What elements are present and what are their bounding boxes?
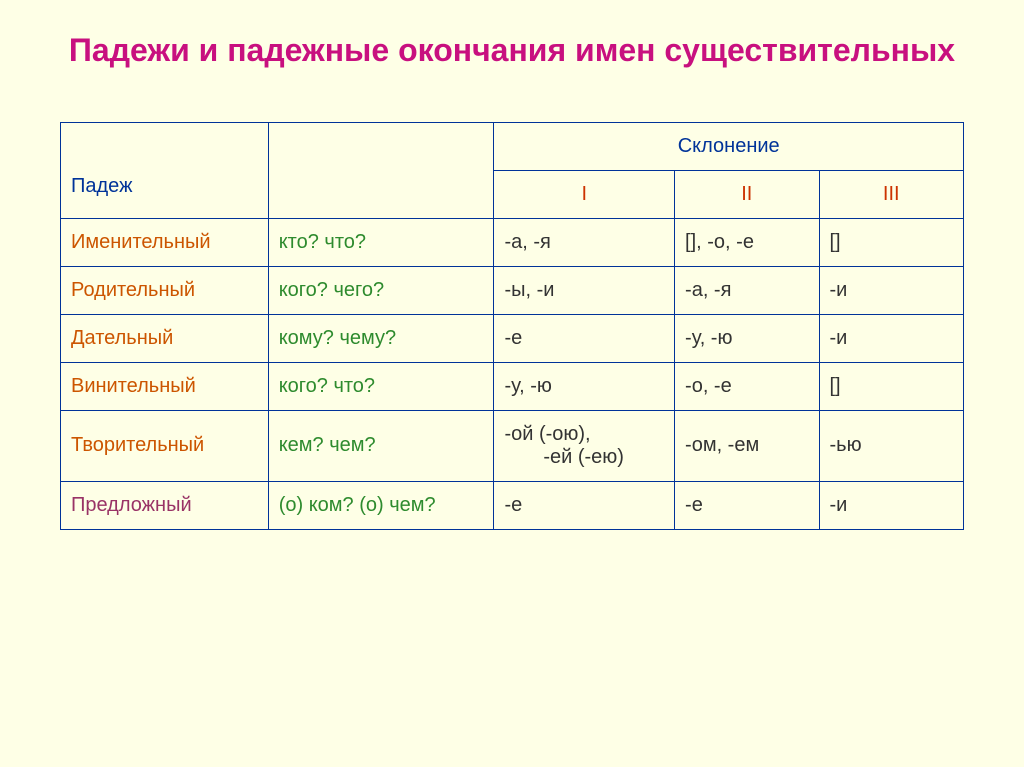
table-row: Предложный (о) ком? (о) чем? -e -е -и — [61, 481, 964, 529]
ending-d3: [] — [819, 218, 964, 266]
ending-d2: -а, -я — [675, 266, 819, 314]
case-name: Именительный — [61, 218, 269, 266]
case-name: Родительный — [61, 266, 269, 314]
table-row: Творительный кем? чем? -ой (-ою), -ей (-… — [61, 410, 964, 481]
header-case: Падеж — [61, 122, 269, 218]
ending-d1: -а, -я — [494, 218, 675, 266]
table-row: Именительный кто? что? -а, -я [], -о, -е… — [61, 218, 964, 266]
ending-d2: [], -о, -е — [675, 218, 819, 266]
ending-d1: -e — [494, 481, 675, 529]
ending-d1: -у, -ю — [494, 362, 675, 410]
cases-table: Падеж Склонение I II III Именительный кт… — [60, 122, 964, 530]
decl-1: I — [494, 170, 675, 218]
ending-d3: [] — [819, 362, 964, 410]
header-empty — [268, 122, 494, 218]
ending-d1: -е — [494, 314, 675, 362]
case-name: Творительный — [61, 410, 269, 481]
ending-d3: -ью — [819, 410, 964, 481]
case-name: Предложный — [61, 481, 269, 529]
ending-d2: -у, -ю — [675, 314, 819, 362]
ending-d1: -ой (-ою), -ей (-ею) — [494, 410, 675, 481]
case-name: Винительный — [61, 362, 269, 410]
case-question: (о) ком? (о) чем? — [268, 481, 494, 529]
header-declension: Склонение — [494, 122, 964, 170]
table-row: Дательный кому? чему? -е -у, -ю -и — [61, 314, 964, 362]
ending-d2: -о, -е — [675, 362, 819, 410]
case-question: кем? чем? — [268, 410, 494, 481]
ending-d1: -ы, -и — [494, 266, 675, 314]
page-title: Падежи и падежные окончания имен существ… — [60, 30, 964, 72]
case-question: кого? что? — [268, 362, 494, 410]
case-question: кому? чему? — [268, 314, 494, 362]
table-row: Родительный кого? чего? -ы, -и -а, -я -и — [61, 266, 964, 314]
case-question: кто? что? — [268, 218, 494, 266]
case-question: кого? чего? — [268, 266, 494, 314]
ending-d3: -и — [819, 266, 964, 314]
decl-3: III — [819, 170, 964, 218]
decl-2: II — [675, 170, 819, 218]
case-name: Дательный — [61, 314, 269, 362]
table-row: Винительный кого? что? -у, -ю -о, -е [] — [61, 362, 964, 410]
ending-d3: -и — [819, 481, 964, 529]
ending-d2: -ом, -ем — [675, 410, 819, 481]
ending-d3: -и — [819, 314, 964, 362]
ending-d2: -е — [675, 481, 819, 529]
